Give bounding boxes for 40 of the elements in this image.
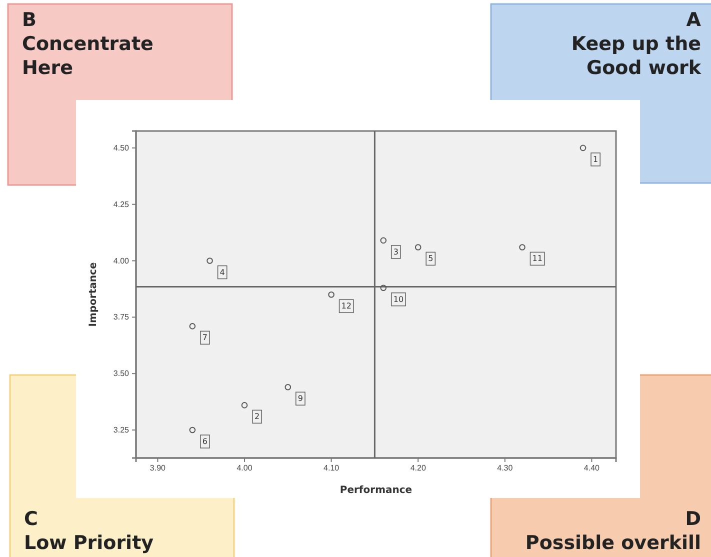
x-axis-title: Performance [340, 485, 412, 496]
text: C Low Priority [24, 508, 154, 554]
annotation: 10 [393, 294, 404, 304]
annotation: 1 [593, 154, 598, 164]
x-tick-label: 4.10 [324, 464, 340, 473]
y-tick-label: 4.50 [113, 143, 130, 152]
annotation: 6 [202, 437, 208, 446]
y-tick-label: 3.25 [113, 426, 130, 435]
x-tick-label: 4.20 [410, 464, 426, 473]
x-tick-label: 4.00 [236, 464, 253, 473]
point [284, 384, 292, 390]
point [414, 244, 422, 250]
point [189, 426, 196, 434]
point [519, 244, 526, 250]
x-tick-label: 4.30 [497, 464, 514, 473]
point [380, 284, 387, 291]
point [206, 258, 213, 264]
x-tick-label: 4.40 [584, 464, 600, 473]
point [189, 323, 196, 330]
point [328, 291, 334, 298]
annotation: 4 [220, 268, 225, 277]
text: B Concentrate Here [22, 9, 154, 79]
y-tick-label: 3.75 [113, 312, 130, 322]
y-tick-label: 4.00 [113, 256, 130, 266]
y-axis-title: Importance [88, 262, 99, 327]
y-tick-label: 3.50 [113, 369, 130, 378]
annotation: 12 [341, 302, 352, 311]
text: A Keep up the Good work [571, 9, 702, 79]
x-tick-label: 3.90 [150, 464, 166, 473]
annotation: 9 [298, 394, 303, 404]
annotation: 7 [202, 333, 208, 342]
text: D Possible overkill [525, 508, 701, 554]
annotation: 5 [428, 254, 434, 264]
point [241, 402, 248, 408]
y-tick-label: 4.25 [113, 200, 130, 209]
annotation: 3 [393, 247, 398, 256]
point [580, 144, 586, 152]
annotation: 11 [532, 254, 542, 264]
annotation: 2 [254, 412, 260, 422]
point [380, 237, 387, 244]
